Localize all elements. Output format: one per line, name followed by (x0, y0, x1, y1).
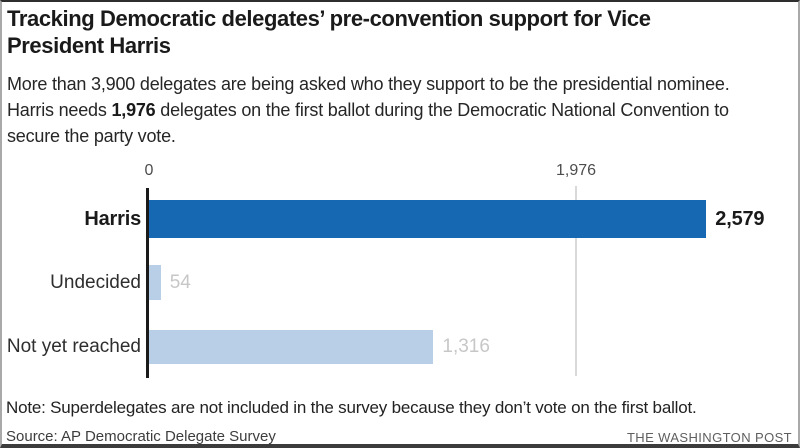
value-label-undecided: 54 (169, 271, 191, 293)
publisher-brand: THE WASHINGTON POST (626, 430, 792, 445)
value-label-not-yet-reached: 1,316 (442, 336, 490, 357)
bar-chart: 0 1,976 Harris 2,579 Undecided 54 Not ye… (2, 162, 798, 394)
subtitle-text-lead: More than 3,900 delegates are being aske… (7, 74, 730, 120)
bar-row-undecided: Undecided 54 (2, 265, 798, 300)
axis-baseline (146, 188, 149, 378)
bar-not-yet-reached (149, 330, 434, 364)
chart-title: Tracking Democratic delegates’ pre-conve… (7, 6, 651, 58)
bar-undecided (149, 265, 161, 300)
category-label-not-yet-reached: Not yet reached (6, 336, 141, 357)
bar-row-harris: Harris 2,579 (2, 200, 798, 238)
subtitle-text-tail: delegates on the first ballot during the… (7, 100, 729, 146)
threshold-value-inline: 1,976 (111, 100, 156, 120)
category-label-harris: Harris (84, 207, 141, 230)
bar-harris (149, 200, 707, 238)
bar-row-not-yet-reached: Not yet reached 1,316 (2, 330, 798, 364)
threshold-reference-line (575, 186, 577, 376)
axis-tick-label-threshold: 1,976 (555, 162, 597, 179)
category-label-undecided: Undecided (50, 271, 141, 293)
value-label-harris: 2,579 (715, 207, 765, 230)
chart-subtitle: More than 3,900 delegates are being aske… (7, 71, 777, 149)
axis-tick-label-zero: 0 (144, 162, 154, 179)
source-text: Source: AP Democratic Delegate Survey (6, 428, 276, 445)
note-text: Note: Superdelegates are not included in… (6, 398, 697, 417)
footer-bar: Source: AP Democratic Delegate Survey TH… (6, 428, 792, 445)
